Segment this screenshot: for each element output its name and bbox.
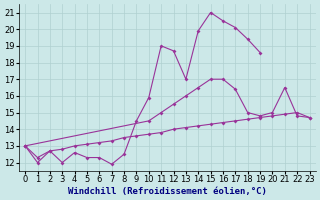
X-axis label: Windchill (Refroidissement éolien,°C): Windchill (Refroidissement éolien,°C) (68, 187, 267, 196)
